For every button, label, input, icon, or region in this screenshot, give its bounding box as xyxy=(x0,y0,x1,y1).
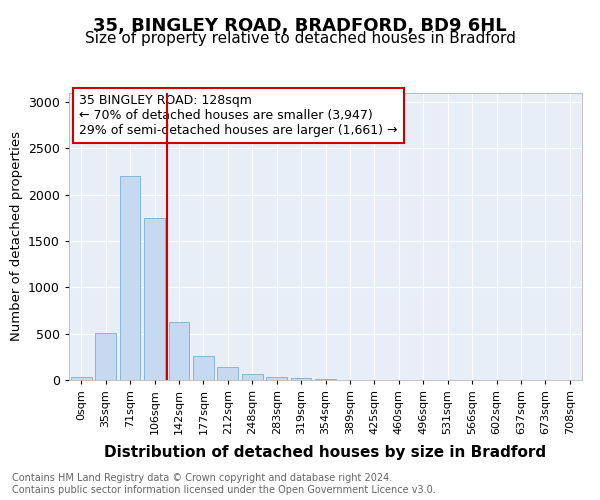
X-axis label: Distribution of detached houses by size in Bradford: Distribution of detached houses by size … xyxy=(104,446,547,460)
Bar xyxy=(290,378,311,380)
Bar xyxy=(193,356,214,380)
Bar xyxy=(95,332,116,380)
Bar xyxy=(169,322,190,380)
Bar xyxy=(266,377,287,380)
Bar xyxy=(71,377,92,380)
Text: 35, BINGLEY ROAD, BRADFORD, BD9 6HL: 35, BINGLEY ROAD, BRADFORD, BD9 6HL xyxy=(93,18,507,36)
Bar xyxy=(242,374,263,380)
Text: Size of property relative to detached houses in Bradford: Size of property relative to detached ho… xyxy=(85,31,515,46)
Y-axis label: Number of detached properties: Number of detached properties xyxy=(10,131,23,341)
Text: 35 BINGLEY ROAD: 128sqm
← 70% of detached houses are smaller (3,947)
29% of semi: 35 BINGLEY ROAD: 128sqm ← 70% of detache… xyxy=(79,94,398,137)
Bar xyxy=(217,368,238,380)
Text: Contains HM Land Registry data © Crown copyright and database right 2024.
Contai: Contains HM Land Registry data © Crown c… xyxy=(12,474,436,495)
Bar xyxy=(119,176,140,380)
Bar xyxy=(144,218,165,380)
Bar xyxy=(315,379,336,380)
